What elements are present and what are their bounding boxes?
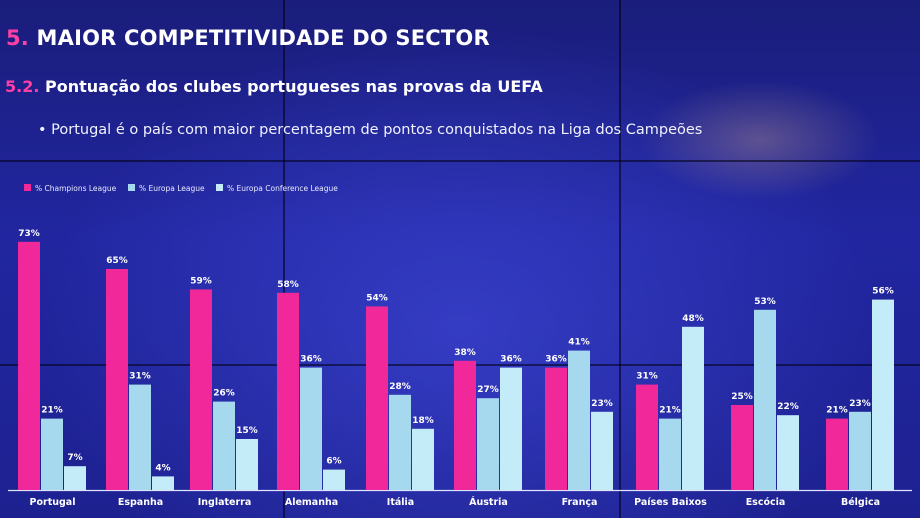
data-label-franca-europa-league: 41% [568,338,590,348]
bar-franca-europa-conference-league [591,411,613,490]
data-label-austria-europa-league: 27% [477,385,499,395]
category-label-belgica: Bélgica [841,497,880,508]
data-label-franca-champions-league: 36% [545,355,567,365]
bar-paises-baixos-europa-league [659,418,681,490]
panel-seam-horizontal-1 [0,160,920,162]
category-label-espanha: Espanha [118,497,163,508]
bar-portugal-champions-league [18,241,40,490]
category-label-italia: Itália [387,497,414,508]
bar-italia-europa-conference-league [412,428,434,490]
data-label-portugal-champions-league: 73% [18,229,40,239]
data-label-escocia-champions-league: 25% [731,392,753,402]
legend-swatch-europa-league [128,184,135,191]
bar-espanha-europa-league [129,384,151,490]
data-label-escocia-europa-conference-league: 22% [777,402,799,412]
legend-label-europa-conference-league: % Europa Conference League [227,184,338,193]
bar-belgica-champions-league [826,418,848,490]
data-label-alemanha-europa-league: 36% [300,355,322,365]
data-label-inglaterra-champions-league: 59% [190,276,212,286]
category-label-franca: França [562,497,598,508]
bar-austria-europa-league [477,398,499,490]
bar-alemanha-europa-conference-league [323,469,345,490]
data-label-belgica-europa-conference-league: 56% [872,287,894,297]
data-label-italia-europa-league: 28% [389,382,411,392]
category-label-escocia: Escócia [746,497,786,508]
data-label-belgica-champions-league: 21% [826,406,848,416]
data-label-espanha-champions-league: 65% [106,256,128,266]
subtitle-number: 5.2. [5,77,40,96]
bar-inglaterra-europa-league [213,401,235,490]
bar-espanha-europa-conference-league [152,476,174,490]
title-number: 5. [6,26,29,50]
bar-inglaterra-champions-league [190,289,212,490]
bar-alemanha-europa-league [300,367,322,490]
data-label-portugal-europa-conference-league: 7% [67,453,82,463]
bar-franca-europa-league [568,350,590,490]
bar-belgica-europa-league [849,411,871,490]
subtitle-text: Pontuação dos clubes portugueses nas pro… [45,77,543,96]
bar-escocia-europa-conference-league [777,415,799,490]
data-label-escocia-europa-league: 53% [754,297,776,307]
legend-label-champions-league: % Champions League [35,184,117,193]
bar-escocia-champions-league [731,405,753,490]
data-label-espanha-europa-league: 31% [129,372,151,382]
data-label-belgica-europa-league: 23% [849,399,871,409]
slide-subtitle: 5.2. Pontuação dos clubes portugueses na… [5,77,543,96]
category-label-portugal: Portugal [30,497,76,508]
data-label-paises-baixos-europa-conference-league: 48% [682,314,704,324]
data-label-italia-europa-conference-league: 18% [412,416,434,426]
title-text: MAIOR COMPETITIVIDADE DO SECTOR [36,26,490,50]
bar-inglaterra-europa-conference-league [236,439,258,490]
data-label-espanha-europa-conference-league: 4% [155,463,170,473]
data-label-italia-champions-league: 54% [366,293,388,303]
bar-austria-europa-conference-league [500,367,522,490]
data-label-alemanha-champions-league: 58% [277,280,299,290]
category-label-paises-baixos: Países Baixos [634,497,707,508]
data-label-inglaterra-europa-league: 26% [213,389,235,399]
data-label-inglaterra-europa-conference-league: 15% [236,426,258,436]
bar-italia-europa-league [389,394,411,490]
data-label-paises-baixos-champions-league: 31% [636,372,658,382]
data-label-paises-baixos-europa-league: 21% [659,406,681,416]
category-label-austria: Áustria [469,496,508,508]
bullet-point: • Portugal é o país com maior percentage… [38,122,703,138]
data-label-franca-europa-conference-league: 23% [591,399,613,409]
bar-belgica-europa-conference-league [872,299,894,490]
category-label-inglaterra: Inglaterra [198,497,252,508]
data-label-austria-champions-league: 38% [454,348,476,358]
slide-title: 5. MAIOR COMPETITIVIDADE DO SECTOR [6,26,490,50]
bar-paises-baixos-europa-conference-league [682,326,704,490]
bar-portugal-europa-league [41,418,63,490]
panel-seam-vertical-2 [619,0,621,518]
bar-alemanha-champions-league [277,292,299,490]
legend-swatch-champions-league [24,184,31,191]
bar-franca-champions-league [545,367,567,490]
bar-escocia-europa-league [754,309,776,490]
bar-italia-champions-league [366,306,388,490]
bar-portugal-europa-conference-league [64,466,86,490]
bar-paises-baixos-champions-league [636,384,658,490]
data-label-portugal-europa-league: 21% [41,406,63,416]
bar-espanha-champions-league [106,269,128,490]
data-label-austria-europa-conference-league: 36% [500,355,522,365]
legend-label-europa-league: % Europa League [139,184,205,193]
panel-seam-vertical-1 [283,0,285,518]
bar-austria-champions-league [454,360,476,490]
data-label-alemanha-europa-conference-league: 6% [326,457,341,467]
legend-swatch-europa-conference-league [216,184,223,191]
category-label-alemanha: Alemanha [285,497,338,508]
